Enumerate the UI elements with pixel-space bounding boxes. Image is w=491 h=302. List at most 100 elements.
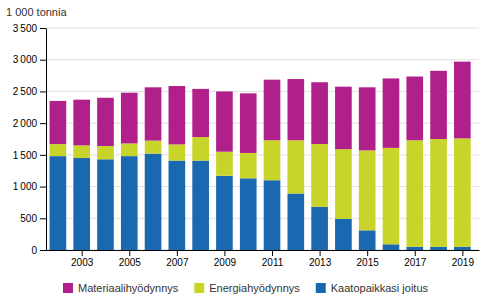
bar bbox=[169, 86, 186, 144]
tick: 2 000 bbox=[13, 118, 46, 129]
bar bbox=[359, 230, 376, 250]
tick: 3 000 bbox=[13, 54, 46, 65]
bar bbox=[145, 154, 162, 250]
bar bbox=[383, 244, 400, 250]
tick: 2005 bbox=[119, 250, 142, 268]
tick-mark bbox=[272, 250, 273, 256]
tick-label: 3 000 bbox=[13, 54, 38, 65]
tick-mark bbox=[40, 218, 46, 219]
bar bbox=[311, 144, 328, 207]
tick-mark bbox=[40, 123, 46, 124]
bar bbox=[240, 178, 257, 250]
bar bbox=[383, 148, 400, 244]
grid bbox=[46, 28, 479, 250]
tick: 2 500 bbox=[13, 86, 46, 97]
bar bbox=[169, 161, 186, 250]
bar bbox=[97, 146, 114, 159]
bar bbox=[50, 156, 67, 250]
bar bbox=[454, 138, 471, 246]
tick-mark bbox=[40, 250, 46, 251]
tick: 1 500 bbox=[13, 150, 46, 161]
tick: 2019 bbox=[452, 250, 475, 268]
bar bbox=[240, 153, 257, 178]
legend-label: Energiahyödynnys bbox=[209, 282, 300, 294]
legend: Materiaalihyödynnys Energiahyödynnys Kaato… bbox=[63, 282, 429, 294]
grid-line bbox=[46, 59, 479, 60]
bar bbox=[216, 152, 233, 176]
bar bbox=[145, 141, 162, 154]
tick-mark bbox=[40, 28, 46, 29]
bar bbox=[335, 87, 352, 149]
tick-mark bbox=[177, 250, 178, 256]
bar bbox=[50, 144, 67, 156]
tick: 2017 bbox=[404, 250, 427, 268]
bar bbox=[121, 143, 138, 156]
bar bbox=[359, 150, 376, 230]
tick-label: 2007 bbox=[166, 257, 189, 268]
bar bbox=[383, 78, 400, 147]
plot: 05001 0001 5002 0002 5003 0003 500200320… bbox=[13, 23, 480, 268]
tick-mark bbox=[367, 250, 368, 256]
bar bbox=[454, 247, 471, 250]
x-axis: 2003 2005 2007 2009 2011 2013 2015 2017 2019 bbox=[47, 250, 480, 268]
bar bbox=[406, 77, 423, 141]
tick-label: 3 500 bbox=[13, 23, 38, 34]
bar bbox=[359, 87, 376, 150]
tick-label: 2017 bbox=[404, 257, 427, 268]
bar bbox=[406, 140, 423, 247]
tick-label: 2011 bbox=[262, 257, 284, 268]
tick-label: 0 bbox=[31, 245, 37, 256]
legend-label: Kaatopaikkasi joitus bbox=[331, 282, 429, 294]
tick-mark bbox=[82, 250, 83, 256]
tick: 2015 bbox=[357, 250, 380, 268]
bar bbox=[240, 93, 257, 153]
bar bbox=[50, 101, 67, 144]
tick-label: 1 000 bbox=[13, 181, 38, 192]
y-axis-label: 1 000 tonnia bbox=[6, 6, 67, 18]
legend-item: Kaatopaikkasi joitus bbox=[316, 282, 429, 294]
tick-mark bbox=[129, 250, 130, 256]
bar bbox=[73, 145, 90, 158]
bar-series bbox=[50, 137, 471, 247]
tick-mark bbox=[415, 250, 416, 256]
bar bbox=[406, 247, 423, 250]
tick-label: 2005 bbox=[119, 257, 142, 268]
bar bbox=[192, 137, 209, 160]
bar bbox=[192, 161, 209, 250]
tick-label: 2019 bbox=[452, 257, 475, 268]
tick-label: 1 500 bbox=[13, 150, 38, 161]
tick-label: 500 bbox=[20, 213, 37, 224]
tick-label: 2013 bbox=[309, 257, 332, 268]
tick-mark bbox=[40, 91, 46, 92]
tick: 2003 bbox=[71, 250, 94, 268]
bar bbox=[145, 87, 162, 140]
tick: 2013 bbox=[309, 250, 332, 268]
tick: 2011 bbox=[262, 250, 284, 268]
axis-domain bbox=[46, 29, 47, 251]
bar bbox=[311, 82, 328, 144]
legend-swatch bbox=[194, 283, 204, 293]
bar bbox=[97, 159, 114, 250]
tick-mark bbox=[224, 250, 225, 256]
legend-label: Materiaalihyödynnys bbox=[78, 282, 179, 294]
legend-swatch bbox=[63, 283, 73, 293]
bar bbox=[287, 140, 304, 193]
bar bbox=[216, 176, 233, 250]
tick-label: 2003 bbox=[71, 257, 94, 268]
tick-label: 2009 bbox=[214, 257, 237, 268]
tick: 2007 bbox=[166, 250, 189, 268]
tick: 1 000 bbox=[13, 181, 46, 192]
bar bbox=[264, 80, 281, 141]
bar bbox=[264, 180, 281, 250]
tick-mark bbox=[320, 250, 321, 256]
tick-mark bbox=[462, 250, 463, 256]
tick-mark bbox=[40, 60, 46, 61]
tick-label: 2 000 bbox=[13, 118, 38, 129]
y-axis: 0 500 1 000 1 500 2 000 2 500 3 000 3 500 bbox=[13, 23, 47, 256]
bars bbox=[50, 62, 471, 250]
bar bbox=[335, 149, 352, 219]
legend-item: Energiahyödynnys bbox=[194, 282, 300, 294]
tick-label: 2 500 bbox=[13, 86, 38, 97]
bar bbox=[73, 100, 90, 146]
bar bbox=[287, 79, 304, 140]
